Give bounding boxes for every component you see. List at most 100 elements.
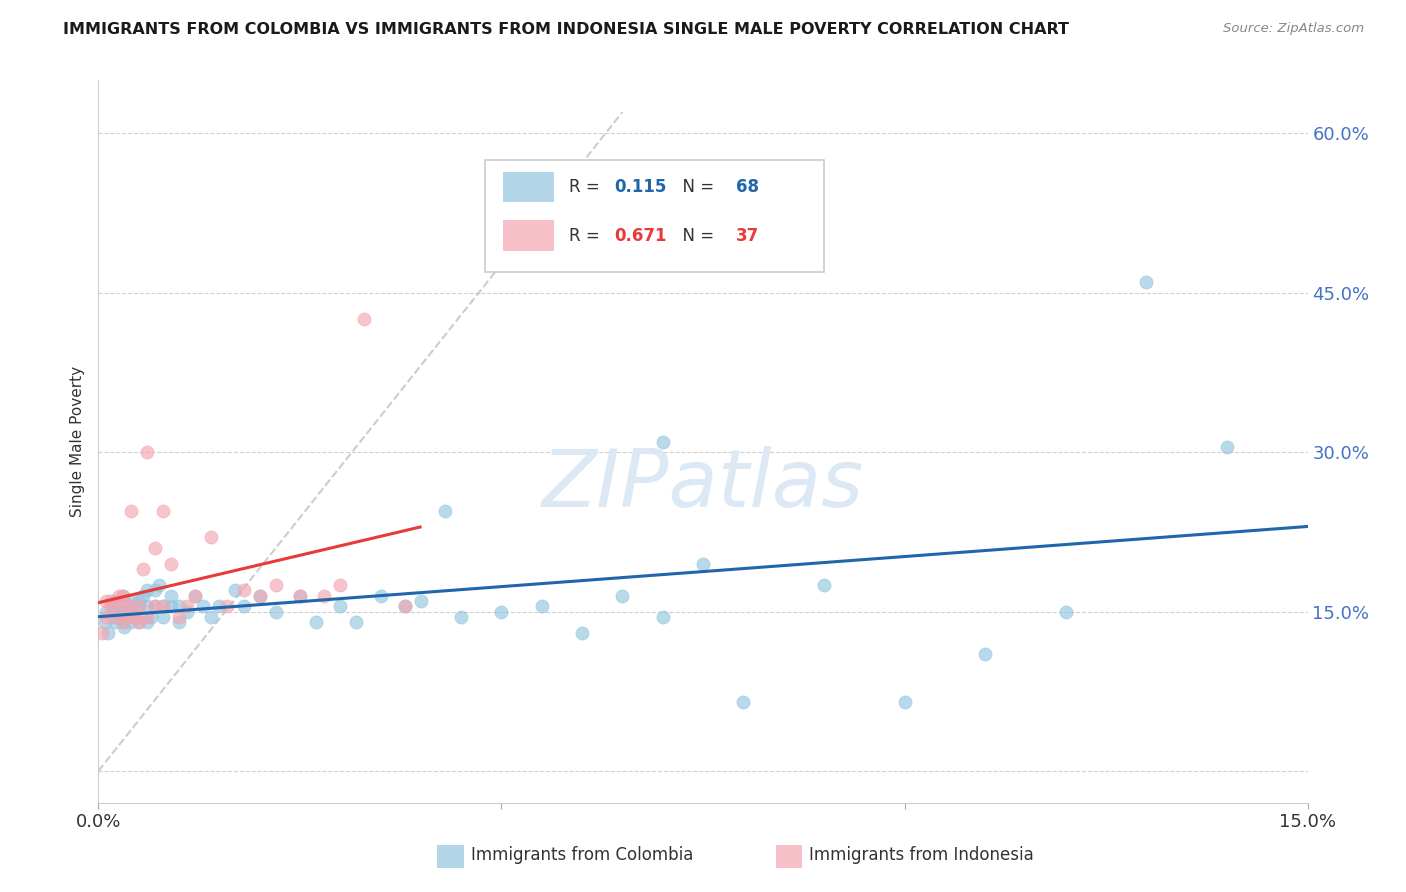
Point — [111, 589, 134, 603]
Text: Immigrants from Colombia: Immigrants from Colombia — [471, 846, 693, 863]
Point — [100, 594, 122, 608]
Bar — [503, 220, 554, 251]
Point — [128, 599, 150, 614]
Point — [112, 620, 135, 634]
Point — [176, 599, 198, 614]
Point — [103, 615, 125, 630]
Point — [135, 599, 157, 614]
Point — [120, 503, 142, 517]
Point — [97, 625, 120, 640]
Point — [200, 610, 222, 624]
Point — [344, 615, 367, 630]
Point — [264, 578, 287, 592]
Point — [111, 605, 134, 619]
Point — [329, 599, 352, 614]
Text: 0.115: 0.115 — [614, 178, 666, 196]
Point — [813, 578, 835, 592]
Point — [692, 557, 714, 571]
Point — [288, 589, 311, 603]
Point — [394, 599, 416, 614]
Point — [124, 610, 146, 624]
Point — [128, 615, 150, 630]
Text: Immigrants from Indonesia: Immigrants from Indonesia — [810, 846, 1035, 863]
Point — [135, 615, 157, 630]
Point — [160, 557, 183, 571]
Point — [249, 589, 271, 603]
Point — [1216, 440, 1239, 454]
Point — [101, 599, 124, 614]
Point — [120, 599, 142, 614]
Point — [224, 583, 246, 598]
Point — [217, 599, 239, 614]
Point — [176, 605, 198, 619]
Point — [100, 599, 122, 614]
Point — [208, 599, 231, 614]
Point — [974, 647, 997, 661]
Bar — [437, 845, 464, 868]
Text: Source: ZipAtlas.com: Source: ZipAtlas.com — [1223, 22, 1364, 36]
Point — [103, 610, 125, 624]
Point — [232, 599, 254, 614]
Point — [152, 503, 174, 517]
Point — [288, 589, 311, 603]
Point — [148, 578, 170, 592]
Point — [135, 445, 157, 459]
Point — [128, 594, 150, 608]
Point — [120, 615, 142, 630]
Point — [167, 610, 190, 624]
Point — [107, 589, 129, 603]
Point — [135, 583, 157, 598]
Point — [184, 589, 207, 603]
Point — [893, 695, 915, 709]
Text: 68: 68 — [735, 178, 759, 196]
Point — [1135, 275, 1157, 289]
Text: R =: R = — [569, 227, 605, 244]
Point — [132, 562, 155, 576]
Point — [143, 541, 166, 555]
Point — [329, 578, 352, 592]
Point — [733, 695, 755, 709]
Point — [193, 599, 215, 614]
Point — [409, 594, 432, 608]
Point — [111, 615, 134, 630]
Point — [160, 599, 183, 614]
Point — [264, 605, 287, 619]
Point — [491, 605, 513, 619]
Point — [612, 589, 634, 603]
Point — [353, 312, 375, 326]
Bar — [503, 172, 554, 202]
Point — [96, 594, 118, 608]
Text: 37: 37 — [735, 227, 759, 244]
Point — [143, 599, 166, 614]
Text: N =: N = — [672, 227, 718, 244]
Point — [450, 610, 472, 624]
Point — [651, 434, 673, 449]
Text: ZIPatlas: ZIPatlas — [541, 446, 865, 524]
Point — [120, 599, 142, 614]
Point — [111, 599, 134, 614]
Point — [135, 610, 157, 624]
Point — [143, 583, 166, 598]
Point — [96, 610, 118, 624]
Point — [571, 625, 593, 640]
Text: IMMIGRANTS FROM COLOMBIA VS IMMIGRANTS FROM INDONESIA SINGLE MALE POVERTY CORREL: IMMIGRANTS FROM COLOMBIA VS IMMIGRANTS F… — [63, 22, 1070, 37]
Point — [249, 589, 271, 603]
Point — [115, 610, 138, 624]
Point — [530, 599, 553, 614]
Point — [115, 610, 138, 624]
Point — [184, 589, 207, 603]
Point — [143, 599, 166, 614]
Point — [121, 605, 143, 619]
Point — [128, 615, 150, 630]
Point — [167, 599, 190, 614]
Point — [103, 594, 125, 608]
Point — [200, 530, 222, 544]
Point — [434, 503, 457, 517]
Point — [370, 589, 392, 603]
Point — [305, 615, 328, 630]
Point — [91, 625, 114, 640]
Point — [152, 610, 174, 624]
Point — [103, 605, 125, 619]
Point — [1054, 605, 1077, 619]
Point — [124, 610, 146, 624]
